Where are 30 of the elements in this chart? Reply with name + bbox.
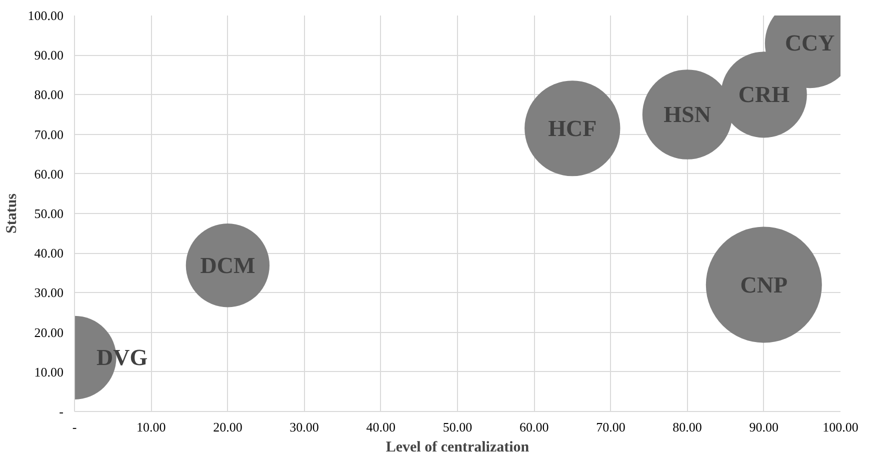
- x-tick-label: 20.00: [213, 420, 242, 434]
- x-tick-label: 70.00: [596, 420, 626, 434]
- x-tick-label: 60.00: [519, 420, 549, 434]
- x-tick-label: 40.00: [366, 420, 396, 434]
- x-tick-label: 100.00: [822, 420, 858, 434]
- annotation: HSN: [664, 102, 712, 127]
- annotation: CRH: [738, 82, 790, 108]
- x-tick-label: 30.00: [290, 420, 319, 434]
- x-tick-label: -: [72, 420, 77, 434]
- y-tick-label: 50.00: [34, 206, 64, 221]
- x-tick-label: 10.00: [136, 420, 166, 434]
- x-tick-label: 90.00: [749, 420, 779, 434]
- y-axis-title: Status: [4, 193, 20, 234]
- y-tick-label: 70.00: [34, 126, 64, 142]
- x-tick-label: 50.00: [442, 420, 472, 434]
- y-tick-label: 90.00: [34, 48, 64, 63]
- annotation: CCY: [784, 30, 836, 56]
- x-axis-title: Level of centralization: [386, 440, 530, 456]
- y-tick-label: 60.00: [34, 166, 64, 182]
- annotation: DCM: [200, 252, 256, 278]
- y-tick-label: 30.00: [34, 285, 64, 300]
- y-tick-label: 20.00: [34, 324, 64, 340]
- annotation: HCF: [548, 116, 597, 141]
- y-tick-label: 10.00: [34, 364, 64, 380]
- y-tick-label: 100.00: [28, 8, 64, 23]
- y-tick-label: 40.00: [34, 246, 64, 261]
- y-tick-label: 80.00: [34, 87, 64, 102]
- annotation: CNP: [740, 272, 788, 298]
- x-tick-label: 80.00: [672, 420, 702, 434]
- y-tick-label: -: [59, 404, 64, 419]
